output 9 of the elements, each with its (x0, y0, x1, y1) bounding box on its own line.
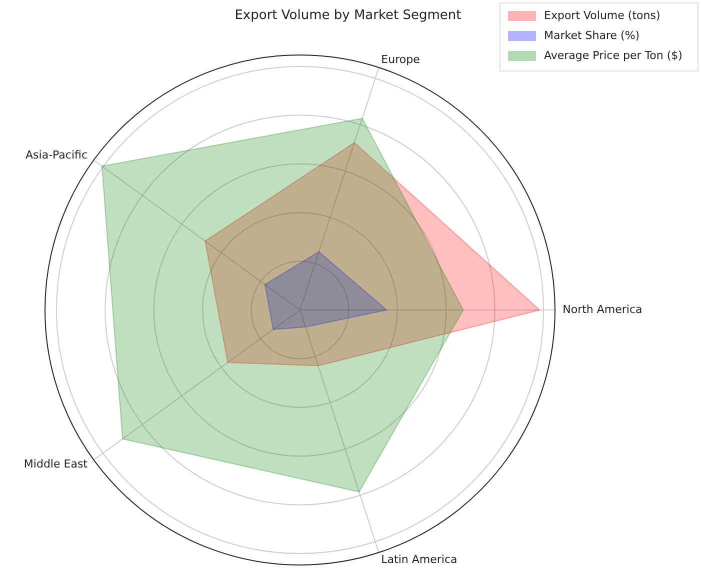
spoke-label: Latin America (381, 552, 458, 566)
spoke-label: Middle East (24, 457, 88, 470)
spoke-label: Asia-Pacific (26, 148, 88, 162)
legend-label: Average Price per Ton ($) (544, 49, 682, 62)
legend-label: Export Volume (tons) (544, 9, 660, 22)
legend-label: Market Share (%) (544, 29, 640, 42)
chart-title: Export Volume by Market Segment (234, 8, 462, 23)
spoke-label: Europe (381, 53, 420, 66)
spoke-label: North America (562, 303, 642, 316)
